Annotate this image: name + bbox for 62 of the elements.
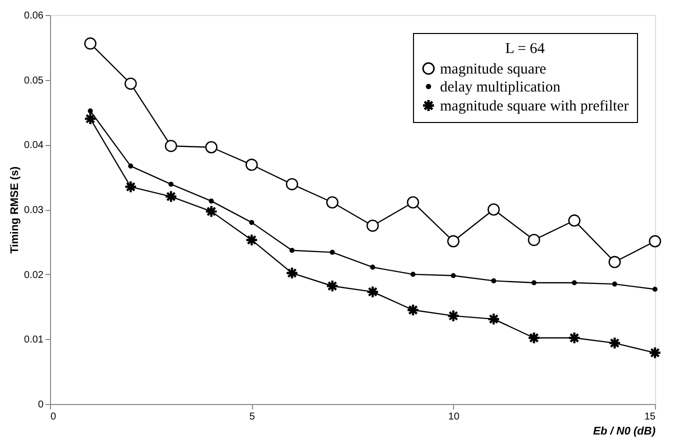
legend-title: L = 64: [505, 41, 546, 57]
point: [568, 214, 580, 227]
y-tick-label: 0.03: [24, 205, 44, 216]
point: [88, 108, 93, 114]
point: [330, 250, 335, 255]
point: [289, 248, 295, 253]
y-tick-label: 0.06: [24, 10, 44, 22]
legend-label: delay multiplication: [440, 80, 561, 96]
point: [450, 273, 456, 278]
point: [568, 332, 580, 344]
point: [326, 196, 338, 208]
point: [488, 314, 500, 324]
point: [609, 338, 620, 348]
point: [648, 235, 662, 248]
point: [488, 203, 500, 216]
y-tick-label: 0.05: [24, 75, 44, 86]
x-axis-title: Eb / N0 (dB): [593, 426, 656, 438]
x-tick-label: 5: [249, 412, 256, 422]
legend-label: magnitude square: [440, 62, 547, 78]
x-tick-label: 10: [448, 412, 460, 422]
y-tick-label: 0.02: [24, 270, 44, 281]
point: [447, 235, 460, 248]
point: [366, 220, 379, 232]
point: [370, 264, 376, 270]
x-tick-label: 0: [50, 412, 56, 422]
point: [408, 304, 418, 316]
point: [246, 158, 258, 171]
point: [491, 278, 496, 284]
point: [205, 141, 218, 154]
point: [612, 282, 618, 287]
point: [286, 268, 298, 278]
point: [168, 182, 174, 187]
point: [206, 206, 217, 217]
point: [84, 113, 96, 124]
point: [528, 332, 540, 344]
point: [84, 37, 96, 50]
point: [367, 286, 378, 298]
point: [164, 140, 178, 152]
point: [166, 191, 176, 202]
point: [608, 256, 621, 268]
point: [652, 286, 658, 292]
point: [208, 198, 214, 204]
point: [406, 196, 420, 208]
point: [125, 181, 136, 192]
y-tick-label: 0: [38, 400, 44, 410]
point: [286, 178, 298, 190]
legend-label: magnitude square with prefilter: [440, 98, 629, 114]
point: [650, 347, 660, 358]
y-axis-title: Timing RMSE (s): [9, 166, 22, 254]
y-tick-label: 0.04: [24, 140, 44, 152]
point: [531, 280, 537, 286]
x-tick-label: 15: [644, 412, 656, 422]
point: [249, 220, 254, 225]
point: [124, 78, 137, 90]
point: [326, 280, 338, 292]
point: [410, 272, 416, 277]
y-tick-label: 0.01: [24, 334, 44, 346]
point: [128, 164, 134, 169]
point: [448, 310, 459, 322]
point: [528, 234, 540, 246]
point: [572, 280, 577, 286]
point: [246, 234, 258, 246]
